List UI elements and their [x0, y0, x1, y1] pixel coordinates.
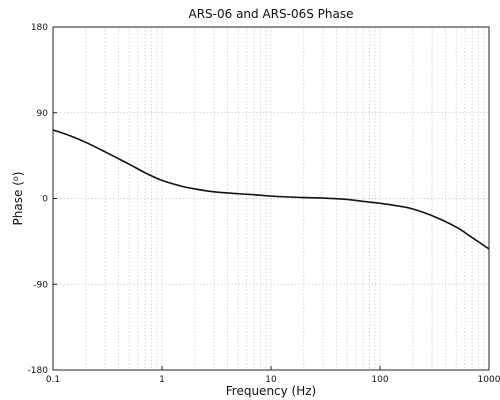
- x-tick-label: 1000: [478, 375, 500, 385]
- y-tick-label: -90: [33, 280, 48, 290]
- x-tick-label: 0.1: [46, 375, 60, 385]
- y-tick-label: -180: [28, 366, 49, 376]
- y-tick-label: 180: [31, 23, 48, 33]
- chart-title: ARS-06 and ARS-06S Phase: [189, 7, 354, 21]
- y-axis-label: Phase (o): [11, 172, 25, 226]
- phase-curve: [52, 129, 490, 250]
- x-tick-label: 100: [371, 375, 388, 385]
- y-tick-label: 0: [42, 195, 48, 205]
- x-tick-label: 1: [159, 375, 165, 385]
- y-tick-label: 90: [37, 109, 49, 119]
- grid: [53, 27, 489, 370]
- x-axis-label: Frequency (Hz): [226, 384, 317, 398]
- x-tick-label: 10: [265, 375, 277, 385]
- y-axis-ticks: 180 90 0 -90 -180: [28, 23, 57, 376]
- x-axis-ticks: 0.1 1 10 100 1000: [46, 366, 500, 385]
